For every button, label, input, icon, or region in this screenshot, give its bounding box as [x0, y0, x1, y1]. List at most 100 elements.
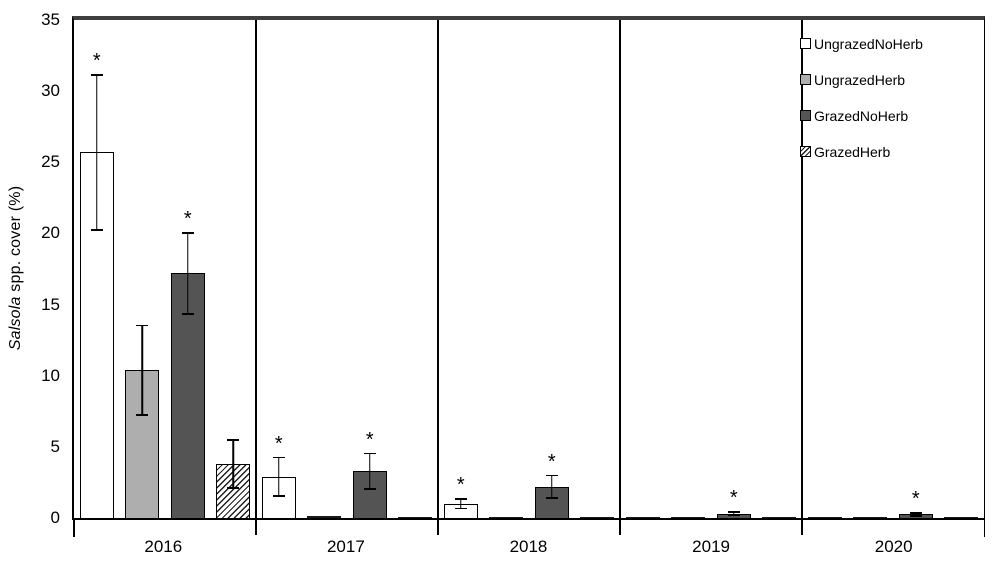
error-bar-line [733, 511, 735, 517]
bar-slot [575, 20, 621, 518]
error-bar [227, 439, 240, 489]
legend-marker-ungrazedherb [800, 74, 811, 85]
error-bar [272, 456, 285, 497]
year-panel: * * [256, 20, 438, 518]
y-tick-label: 15 [41, 294, 60, 314]
significance-asterisk: * [547, 450, 556, 473]
error-bar-line [232, 439, 234, 489]
x-axis-year-label: 2017 [326, 537, 365, 556]
bar-slot: * [165, 20, 211, 518]
legend-marker-ungrazednoherb [800, 38, 811, 49]
y-tick-label: 0 [50, 508, 60, 527]
bar-grazedherb [580, 516, 615, 518]
panel-separator-line [437, 20, 439, 535]
year-panel: * * [438, 20, 620, 518]
y-tick-label: 35 [41, 10, 60, 29]
bar-ungrazednoherb [625, 516, 660, 518]
error-bar-cap-top [909, 512, 922, 514]
significance-asterisk: * [92, 50, 101, 73]
error-bar-cap-top [272, 456, 285, 459]
error-bar-cap-bottom [272, 495, 285, 497]
significance-asterisk: * [456, 474, 465, 497]
significance-asterisk: * [911, 488, 920, 511]
error-bar-line [369, 452, 371, 490]
error-bar-cap-bottom [545, 497, 558, 499]
legend-item: GrazedHerb [800, 143, 923, 160]
error-bar-line [915, 512, 917, 517]
error-bar-line [141, 324, 143, 416]
bar-slot [757, 20, 803, 518]
panel-separator-line [801, 20, 803, 535]
error-bar-cap-top [90, 74, 103, 76]
panel-separator-line [619, 20, 621, 535]
error-bar-cap-top [454, 498, 467, 500]
bar-slot: * [711, 20, 757, 518]
error-bar [136, 324, 149, 416]
y-tick-label: 25 [41, 152, 60, 172]
error-bar-cap-top [363, 452, 376, 455]
x-axis-year-label: 2019 [692, 537, 730, 556]
error-bar [90, 74, 103, 231]
bar-slot [211, 20, 257, 518]
bar-grazedherb [398, 516, 433, 518]
bar-slot [802, 20, 848, 518]
bar-slot: * [256, 20, 302, 518]
bar-grazedherb [762, 516, 797, 518]
y-tick-label: 30 [41, 81, 60, 101]
bar-slot [848, 20, 894, 518]
legend-label: UngrazedHerb [814, 71, 906, 88]
y-tick-label: 10 [41, 365, 60, 385]
year-panel: * * [74, 20, 256, 518]
error-bar [181, 232, 194, 315]
error-bar [454, 498, 467, 510]
error-bar [363, 452, 376, 490]
bar-slot: * [438, 20, 484, 518]
bar-ungrazednoherb [807, 516, 842, 518]
x-axis-labels: 2016 2017 2018 2019 2020 [72, 537, 985, 557]
bar-slot: * [347, 20, 393, 518]
error-bar-cap-top [545, 474, 558, 477]
y-tick-label: 20 [41, 223, 60, 243]
bar-slot [666, 20, 712, 518]
error-bar-line [551, 474, 553, 499]
error-bar-cap-top [727, 511, 740, 513]
bar-slot [120, 20, 166, 518]
bar-ungrazedherb [853, 516, 888, 518]
error-bar-line [278, 456, 280, 497]
error-bar-cap-bottom [136, 414, 149, 416]
error-bar-cap-top [227, 439, 240, 441]
error-bar-cap-top [181, 232, 194, 234]
legend-item: GrazedNoHerb [800, 107, 923, 124]
error-bar [727, 511, 740, 517]
error-bar-cap-bottom [363, 488, 376, 490]
legend-marker-grazednoherb [800, 110, 811, 121]
bar-grazednoherb [170, 273, 205, 518]
y-axis-title: Salsola spp. cover (%) [7, 186, 25, 350]
error-bar-cap-top [136, 324, 149, 326]
axis-edge-tick [983, 520, 985, 537]
legend: UngrazedNoHerb UngrazedHerb GrazedNoHerb Gr… [800, 36, 923, 180]
significance-asterisk: * [365, 428, 374, 451]
bar-grazedherb [944, 516, 979, 518]
error-bar-line [460, 498, 462, 510]
error-bar-cap-bottom [454, 507, 467, 510]
year-panel: * [802, 20, 984, 518]
legend-label: GrazedHerb [814, 143, 891, 160]
significance-asterisk: * [274, 432, 283, 455]
bar-slot [393, 20, 439, 518]
error-bar-cap-bottom [227, 487, 240, 489]
legend-marker-grazedherb [800, 146, 811, 157]
x-axis-year-label: 2018 [509, 537, 548, 556]
legend-item: UngrazedNoHerb [800, 36, 923, 52]
error-bar-cap-bottom [727, 514, 740, 517]
error-bar-line [187, 232, 189, 315]
error-bar-line [96, 74, 98, 231]
bar-slot: * [893, 20, 939, 518]
plot-area: * * * * * * * * UngrazedNoHerb UngrazedHerb Graze… [72, 16, 985, 537]
axis-edge-tick [73, 520, 75, 537]
bar-slot: * [529, 20, 575, 518]
bar-ungrazedherb [307, 516, 342, 518]
bar-ungrazedherb [671, 516, 706, 518]
y-tick-label: 5 [50, 436, 60, 456]
legend-label: GrazedNoHerb [814, 107, 909, 124]
